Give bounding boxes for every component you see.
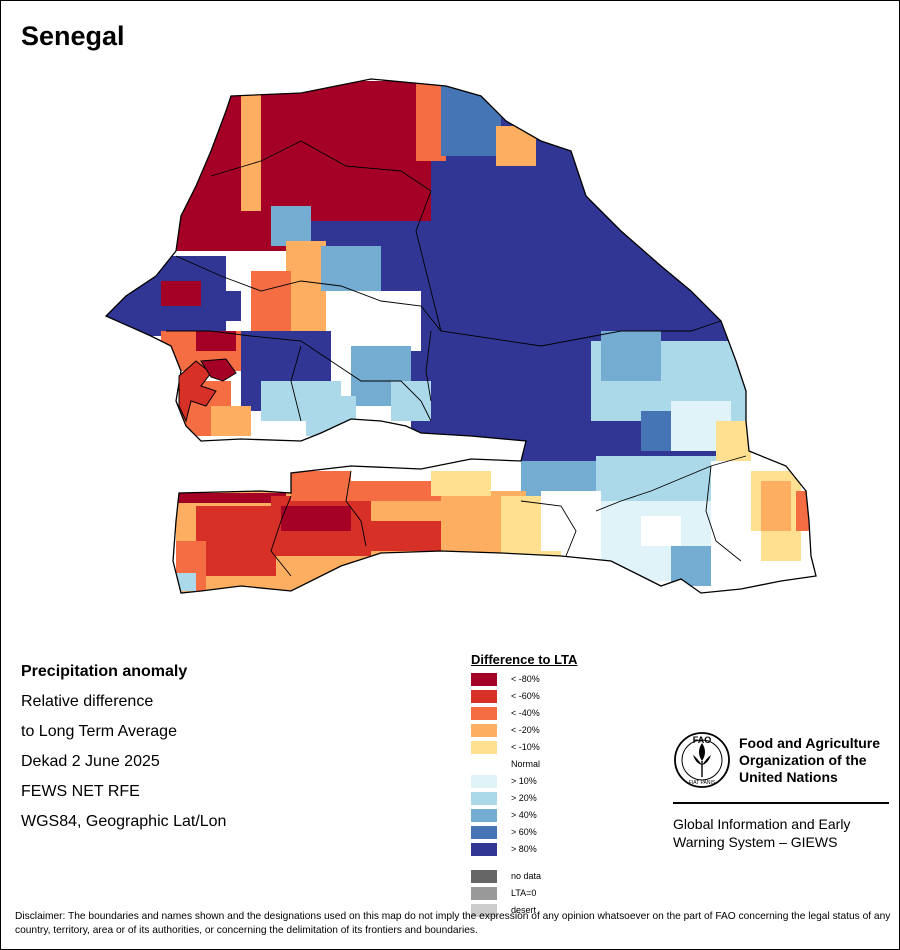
info-period: Dekad 2 June 2025 bbox=[21, 753, 160, 770]
legend-class-label: > 60% bbox=[511, 827, 537, 837]
legend-class-swatch bbox=[471, 707, 497, 720]
legend-class-row: Normal bbox=[471, 757, 577, 774]
legend-class-row: > 80% bbox=[471, 842, 577, 859]
gambia-area bbox=[179, 419, 526, 493]
legend-extra-row: desert bbox=[471, 903, 577, 920]
legend-class-swatch bbox=[471, 826, 497, 839]
country-outline bbox=[104, 78, 817, 594]
legend-class-row: < -40% bbox=[471, 706, 577, 723]
legend-extra-row: LTA=0 bbox=[471, 886, 577, 903]
info-measure: Relative difference bbox=[21, 693, 154, 710]
legend-class-label: < -80% bbox=[511, 674, 540, 684]
fao-name-line3: United Nations bbox=[739, 769, 838, 785]
legend-class-swatch bbox=[471, 741, 497, 754]
legend-class-row: < -80% bbox=[471, 672, 577, 689]
legend-class-row: < -20% bbox=[471, 723, 577, 740]
logo-divider bbox=[673, 802, 889, 804]
fao-emblem-motto: FIAT PANIS bbox=[689, 780, 716, 786]
map-title: Senegal bbox=[21, 21, 125, 51]
legend-class-label: > 80% bbox=[511, 844, 537, 854]
fao-emblem-icon: FAO FIAT PANIS bbox=[674, 732, 730, 788]
legend-class-label: < -20% bbox=[511, 725, 540, 735]
legend-extra: no data LTA=0 desert bbox=[471, 869, 577, 920]
legend-class-swatch bbox=[471, 690, 497, 703]
legend-class-swatch bbox=[471, 843, 497, 856]
info-variable: Precipitation anomaly bbox=[21, 663, 188, 680]
legend-extra-row: no data bbox=[471, 869, 577, 886]
legend-class-row: > 20% bbox=[471, 791, 577, 808]
legend-extra-label: no data bbox=[511, 871, 542, 881]
legend-class-row: > 40% bbox=[471, 808, 577, 825]
legend-class-swatch bbox=[471, 724, 497, 737]
legend-extra-swatch bbox=[471, 887, 497, 900]
fao-name-line2: Organization of the bbox=[739, 752, 867, 768]
saloum-delta bbox=[178, 358, 237, 423]
giews-line2: Warning System – GIEWS bbox=[673, 834, 838, 850]
legend-class-row: > 10% bbox=[471, 774, 577, 791]
legend-extra-swatch bbox=[471, 904, 497, 917]
info-projection: WGS84, Geographic Lat/Lon bbox=[21, 813, 227, 830]
fao-name-line1: Food and Agriculture bbox=[739, 735, 881, 751]
giews-name: Global Information and Early Warning Sys… bbox=[673, 815, 850, 851]
legend-class-label: < -10% bbox=[511, 742, 540, 752]
legend-class-swatch bbox=[471, 673, 497, 686]
legend-class-label: Normal bbox=[511, 759, 541, 769]
admin-boundaries bbox=[166, 140, 747, 577]
giews-line1: Global Information and Early bbox=[673, 816, 851, 832]
legend-class-swatch bbox=[471, 775, 497, 788]
fao-emblem-letters: FAO bbox=[693, 735, 712, 745]
legend-extra-label: desert bbox=[511, 905, 537, 915]
legend-class-swatch bbox=[471, 758, 497, 771]
info-source: FEWS NET RFE bbox=[21, 783, 140, 800]
legend-class-row: > 60% bbox=[471, 825, 577, 842]
legend-class-label: > 40% bbox=[511, 810, 537, 820]
disclaimer: Disclaimer: The boundaries and names sho… bbox=[15, 911, 891, 936]
legend-class-swatch bbox=[471, 809, 497, 822]
legend: Difference to LTA < -80% < -60% < -40% < -2… bbox=[471, 652, 577, 920]
legend-title: Difference to LTA bbox=[471, 652, 578, 667]
fao-giews-logo: FAO FIAT PANIS Food and Agriculture Orga… bbox=[673, 731, 891, 861]
legend-class-label: > 10% bbox=[511, 776, 537, 786]
legend-class-row: < -10% bbox=[471, 740, 577, 757]
legend-class-label: > 20% bbox=[511, 793, 537, 803]
legend-class-swatch bbox=[471, 792, 497, 805]
fao-name: Food and Agriculture Organization of the… bbox=[739, 735, 880, 786]
legend-class-label: < -60% bbox=[511, 691, 540, 701]
legend-class-label: < -40% bbox=[511, 708, 540, 718]
map-info-block: Precipitation anomaly Relative differenc… bbox=[21, 657, 226, 837]
info-measure-cont: to Long Term Average bbox=[21, 723, 177, 740]
legend-extra-label: LTA=0 bbox=[511, 888, 537, 898]
legend-extra-swatch bbox=[471, 870, 497, 883]
anomaly-raster bbox=[106, 79, 816, 593]
legend-classes: < -80% < -60% < -40% < -20% < -10% Normal > 10… bbox=[471, 672, 577, 859]
legend-class-row: < -60% bbox=[471, 689, 577, 706]
